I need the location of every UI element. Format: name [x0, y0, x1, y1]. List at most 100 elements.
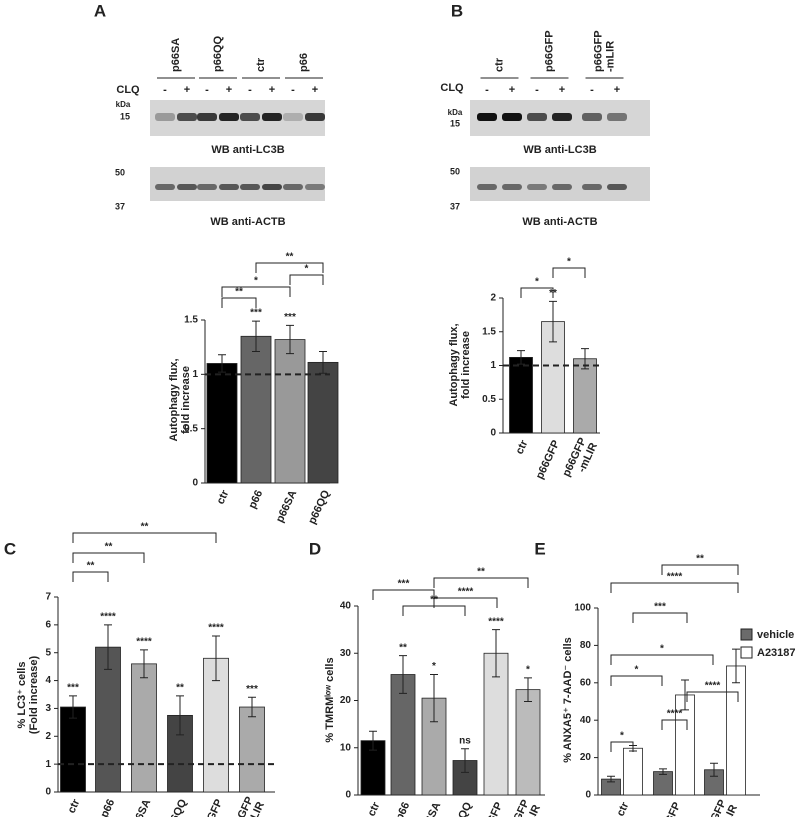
clq-sign: - [291, 84, 295, 96]
band [502, 184, 522, 190]
significance-label: **** [100, 611, 116, 622]
y-tick-label: 30 [340, 648, 352, 659]
significance-bracket [255, 262, 324, 273]
significance-label: ** [399, 642, 407, 653]
treatment-label: CLQ [116, 84, 140, 96]
band [262, 184, 282, 190]
bar [60, 706, 86, 793]
x-tick-label: ctr [615, 800, 632, 817]
band [527, 113, 547, 121]
y-tick-label: 80 [580, 640, 592, 651]
clq-sign: + [559, 84, 565, 96]
bar [307, 361, 339, 484]
significance-bracket [433, 577, 529, 588]
y-axis-label: % ANXA5⁺ 7-AAD⁻ cells [562, 637, 574, 763]
bracket-label: ** [235, 287, 243, 298]
x-tick-label: p66GFP-mLIR [227, 795, 266, 817]
error-bar [549, 300, 557, 343]
unit-label: kDa [448, 108, 463, 117]
error-bar [681, 679, 689, 711]
y-tick-label: 1 [45, 759, 51, 770]
error-bar [286, 324, 294, 355]
significance-bracket [610, 675, 663, 686]
y-tick-label: 0 [585, 790, 591, 801]
legend-swatch [740, 646, 753, 659]
significance-label: **** [208, 623, 224, 634]
x-tick-label: p66GFP [477, 800, 505, 817]
y-tick-label: 10 [340, 742, 352, 753]
significance-label: *** [67, 683, 79, 694]
band [607, 184, 627, 190]
bar [726, 665, 746, 796]
significance-label: **** [136, 637, 152, 648]
y-tick-label: 0 [45, 787, 51, 798]
y-tick-label: 40 [580, 715, 592, 726]
x-tick-label: ctr [66, 797, 83, 815]
significance-bracket [72, 532, 217, 543]
marker-label: 37 [115, 201, 125, 211]
bar [623, 747, 643, 796]
clq-sign: - [205, 84, 209, 96]
bracket-label: ** [696, 554, 704, 565]
panel-label: E [534, 539, 545, 558]
bracket-label: **** [667, 572, 683, 583]
significance-label: * [432, 661, 436, 672]
x-tick-label: p66GFP [534, 438, 562, 481]
error-bar [524, 677, 532, 702]
bracket-label: ** [105, 542, 113, 553]
y-tick-label: 1 [490, 360, 496, 371]
bracket-label: *** [398, 579, 410, 590]
bracket-label: **** [667, 709, 683, 720]
clq-sign: + [226, 84, 232, 96]
y-tick-label: 1.5 [184, 315, 198, 326]
band [155, 184, 175, 190]
band [552, 113, 572, 121]
significance-bracket [610, 654, 714, 665]
y-tick-label: 1 [192, 369, 198, 380]
y-axis-label: Autophagy flux,fold increase [168, 358, 192, 441]
error-bar [659, 768, 667, 775]
x-tick-label: p66 [246, 488, 265, 510]
error-bar [104, 624, 112, 670]
significance-bracket [686, 691, 739, 702]
error-bar [461, 748, 469, 773]
band [219, 113, 239, 121]
group-label: ctr [493, 57, 505, 72]
clq-sign: - [248, 84, 252, 96]
significance-label: **** [488, 616, 504, 627]
blot-caption: WB anti-ACTB [522, 216, 597, 228]
band [477, 184, 497, 190]
x-tick-label: p66GFP [655, 800, 683, 817]
significance-label: *** [284, 312, 296, 323]
bracket-label: ** [477, 567, 485, 578]
error-bar [218, 354, 226, 373]
y-tick-label: 0 [490, 428, 496, 439]
bracket-label: * [660, 644, 664, 655]
marker-label: 37 [450, 201, 460, 211]
error-bar [607, 775, 615, 783]
y-axis-label: % LC3⁺ cells(Fold increase) [16, 656, 40, 735]
band [240, 184, 260, 190]
group-label: p66 [298, 53, 310, 72]
x-tick-label: p66 [98, 797, 117, 817]
significance-bracket [72, 571, 109, 582]
band [305, 113, 325, 121]
panel-label: A [94, 1, 106, 20]
legend-label: A23187 [757, 647, 796, 659]
band [527, 184, 547, 190]
bar [131, 663, 157, 793]
bar [390, 674, 416, 796]
band [477, 113, 497, 121]
y-tick-label: 2 [490, 293, 496, 304]
y-tick-label: 7 [45, 592, 51, 603]
y-tick-label: 6 [45, 619, 51, 630]
x-tick-label: p66SA [418, 800, 443, 817]
y-tick-label: 60 [580, 677, 592, 688]
significance-bracket [552, 267, 586, 278]
y-axis-label: Autophagy flux,fold increase [448, 323, 472, 406]
bar [515, 689, 541, 796]
blot-caption: WB anti-LC3B [211, 144, 284, 156]
x-tick-label: p66 [393, 800, 412, 817]
clq-sign: - [163, 84, 167, 96]
y-tick-label: 1.5 [482, 326, 496, 337]
